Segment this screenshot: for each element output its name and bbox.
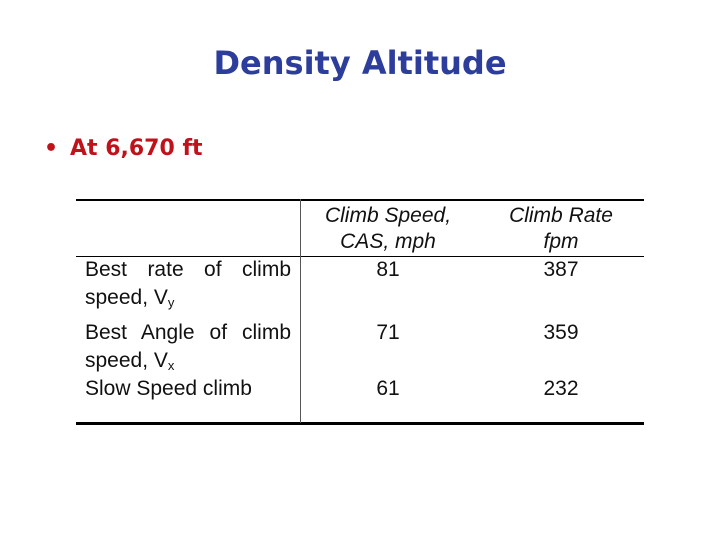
header-climb-rate-line2: fpm (543, 230, 579, 253)
table-cell-rate: 232 (543, 377, 579, 400)
table-top-rule (76, 199, 644, 201)
row-label-line2: speed, Vx (85, 349, 175, 373)
slide-title: Density Altitude (213, 44, 507, 82)
bullet-text: At 6,670 ft (70, 136, 203, 161)
header-climb-rate-line1: Climb Rate (509, 204, 613, 227)
bullet-marker: • (44, 136, 59, 161)
table-cell-speed: 81 (376, 258, 400, 281)
table-header-rule (76, 256, 644, 257)
table-cell-rate: 359 (543, 321, 579, 344)
table-cell-rate: 387 (543, 258, 579, 281)
row-label-line2: speed, Vy (85, 286, 175, 310)
header-climb-rate: Climb Rate fpm (478, 203, 644, 255)
header-climb-speed-line2: CAS, mph (340, 230, 436, 253)
table-bottom-rule (76, 422, 644, 425)
table-row-label: Best rate of climb speed, Vy (85, 256, 291, 312)
table-cell-speed: 61 (376, 377, 400, 400)
row-label-line1: Best rate of climb (85, 258, 291, 281)
bullet-item: • At 6,670 ft (44, 136, 203, 161)
table-row-label: Best Angle of climb speed, Vx (85, 319, 291, 375)
climb-performance-table: Climb Speed, CAS, mph Climb Rate fpm Bes… (76, 199, 644, 425)
table-row-label: Slow Speed climb (85, 375, 252, 403)
row-label-line1: Best Angle of climb (85, 321, 291, 344)
table-column-divider (300, 199, 301, 423)
row-label-line1: Slow Speed climb (85, 377, 252, 400)
table-cell-speed: 71 (376, 321, 400, 344)
header-climb-speed-line1: Climb Speed, (324, 204, 452, 227)
header-climb-speed: Climb Speed, CAS, mph (302, 203, 474, 255)
